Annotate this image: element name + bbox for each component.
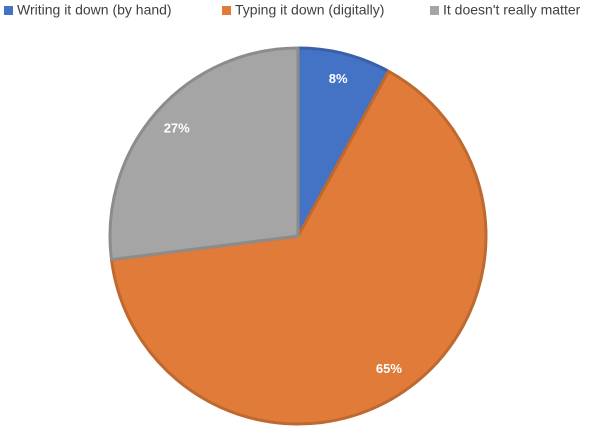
legend-label: It doesn't really matter <box>443 2 581 18</box>
pie-slice <box>296 46 391 238</box>
legend-swatch <box>222 6 231 15</box>
value-label: 27% <box>164 121 190 136</box>
pie-slice <box>108 46 300 262</box>
legend-swatch <box>430 6 439 15</box>
pie-slice <box>109 69 488 426</box>
legend-label: Writing it down (by hand) <box>17 2 172 18</box>
legend-swatch <box>4 6 13 15</box>
value-label: 8% <box>329 71 348 86</box>
legend-label: Typing it down (digitally) <box>235 2 384 18</box>
value-label: 65% <box>376 361 402 376</box>
